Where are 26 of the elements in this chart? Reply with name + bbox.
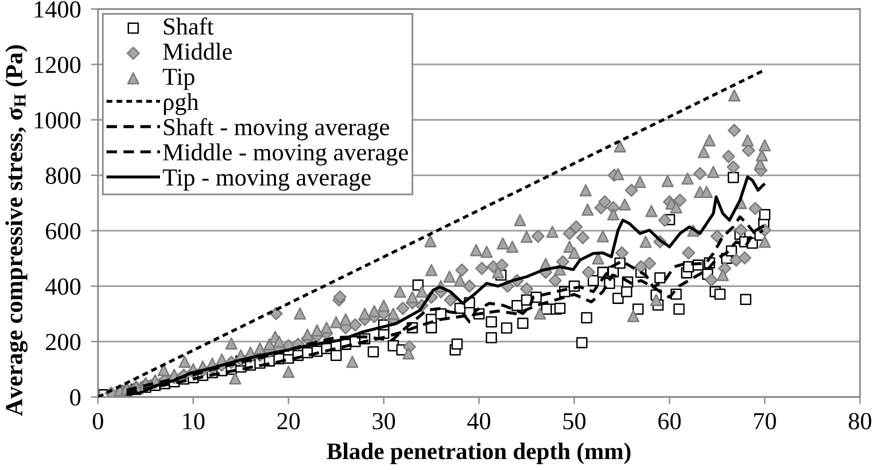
y-tick-label: 1200 — [34, 56, 80, 74]
legend-label: Shaft - moving average — [164, 118, 390, 140]
legend-label: Middle — [163, 42, 232, 60]
x-tick-label: 80 — [848, 412, 872, 430]
legend-label: Middle - moving average — [163, 143, 408, 166]
x-tick-label: 10 — [183, 412, 204, 430]
y-tick-label: 600 — [46, 222, 80, 240]
x-tick-label: 20 — [277, 412, 300, 430]
x-tick-label: 30 — [372, 412, 395, 430]
y-tick-label: 400 — [45, 278, 80, 295]
legend-label: Shaft — [164, 17, 214, 35]
y-tick-label: 1000 — [34, 112, 80, 129]
x-tick-label: 70 — [754, 412, 776, 430]
legend-label: Tip — [162, 68, 194, 90]
x-tick-label: 60 — [658, 412, 681, 430]
legend-label: Tip - moving average — [162, 169, 371, 191]
y-tick-label: 200 — [46, 334, 80, 350]
x-tick-label: 0 — [92, 412, 104, 430]
y-tick-label: 1400 — [34, 1, 80, 18]
x-axis-title: Blade penetration depth (mm) — [326, 442, 630, 464]
y-axis-title: Average compressive stress, σ$_{H}$ (Pa) — [5, 45, 28, 416]
x-tick-label: 40 — [467, 412, 490, 430]
x-tick-label: 50 — [564, 412, 586, 430]
y-tick-label: 0 — [70, 389, 80, 406]
legend-label: ρgh — [164, 92, 199, 116]
y-tick-label: 800 — [46, 168, 80, 184]
